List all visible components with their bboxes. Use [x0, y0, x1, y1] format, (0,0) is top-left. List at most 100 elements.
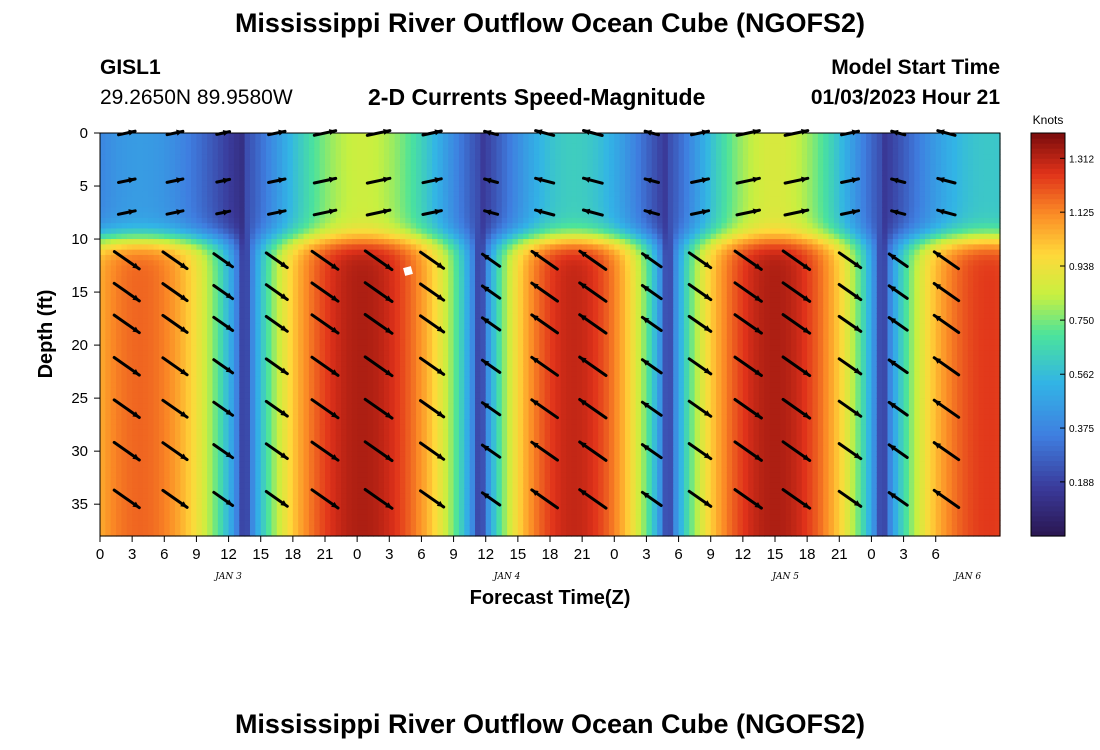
heatmap-cell: [292, 138, 299, 145]
heatmap-cell: [308, 408, 315, 415]
heatmap-cell: [298, 530, 305, 537]
heatmap-cell: [426, 329, 433, 336]
heatmap-cell: [383, 302, 390, 309]
heatmap-cell: [389, 498, 396, 505]
heatmap-cell: [266, 419, 273, 426]
heatmap-cell: [255, 313, 262, 320]
heatmap-cell: [389, 292, 396, 298]
heatmap-cell: [244, 164, 251, 171]
heatmap-cell: [303, 525, 310, 532]
heatmap-cell: [169, 191, 176, 198]
heatmap-cell: [260, 154, 267, 161]
heatmap-cell: [121, 138, 128, 145]
heatmap-cell: [201, 408, 208, 415]
heatmap-cell: [421, 260, 428, 267]
heatmap-cell: [126, 329, 133, 336]
heatmap-cell: [196, 175, 203, 182]
heatmap-cell: [207, 414, 214, 420]
heatmap-cell: [405, 504, 412, 511]
heatmap-cell: [126, 270, 133, 277]
heatmap-cell: [121, 175, 128, 182]
heatmap-cell: [367, 525, 374, 532]
heatmap-cell: [271, 191, 278, 198]
heatmap-cell: [437, 435, 444, 442]
heatmap-cell: [233, 307, 240, 314]
heatmap-cell: [292, 148, 299, 155]
heatmap-cell: [287, 361, 294, 367]
heatmap-cell: [244, 445, 251, 452]
heatmap-cell: [378, 180, 385, 187]
heatmap-cell: [426, 281, 433, 288]
heatmap-cell: [437, 254, 444, 261]
heatmap-cell: [142, 170, 149, 177]
heatmap-cell: [126, 376, 133, 383]
heatmap-cell: [282, 244, 289, 251]
heatmap-cell: [437, 318, 444, 325]
heatmap-cell: [212, 329, 219, 336]
heatmap-cell: [421, 244, 428, 251]
heatmap-cell: [389, 323, 396, 330]
heatmap-cell: [239, 148, 246, 155]
heatmap-cell: [341, 472, 348, 479]
heatmap-cell: [308, 148, 315, 155]
heatmap-cell: [389, 525, 396, 532]
heatmap-cell: [212, 191, 219, 198]
heatmap-cell: [351, 493, 358, 500]
heatmap-cell: [137, 387, 144, 394]
heatmap-cell: [239, 212, 246, 219]
heatmap-cell: [287, 509, 294, 516]
heatmap-cell: [217, 451, 224, 458]
heatmap-cell: [405, 154, 412, 161]
heatmap-cell: [116, 456, 123, 463]
heatmap-cell: [351, 281, 358, 288]
heatmap-cell: [126, 191, 133, 198]
heatmap-cell: [442, 498, 449, 505]
heatmap-cell: [400, 429, 406, 436]
heatmap-cell: [362, 530, 369, 537]
heatmap-cell: [121, 180, 128, 187]
heatmap-cell: [164, 440, 171, 447]
heatmap-cell: [341, 249, 348, 256]
heatmap-cell: [314, 217, 321, 224]
heatmap-cell: [335, 318, 342, 325]
heatmap-cell: [437, 509, 444, 516]
heatmap-cell: [410, 514, 417, 521]
heatmap-cell: [394, 186, 401, 192]
heatmap-cell: [282, 297, 289, 304]
heatmap-cell: [217, 504, 224, 511]
heatmap-cell: [201, 424, 208, 431]
heatmap-cell: [357, 477, 364, 484]
heatmap-cell: [132, 254, 139, 261]
heatmap-cell: [373, 525, 380, 532]
heatmap-cell: [244, 472, 251, 479]
heatmap-cell: [442, 376, 449, 383]
heatmap-cell: [228, 307, 235, 314]
heatmap-cell: [212, 408, 219, 415]
heatmap-cell: [362, 302, 369, 309]
heatmap-cell: [341, 164, 348, 171]
heatmap-cell: [175, 159, 181, 166]
heatmap-cell: [400, 509, 406, 516]
heatmap-cell: [357, 138, 364, 145]
heatmap-cell: [142, 254, 149, 261]
heatmap-cell: [378, 297, 385, 304]
heatmap-cell: [367, 318, 374, 325]
heatmap-cell: [314, 514, 321, 521]
heatmap-cell: [373, 488, 380, 495]
heatmap-cell: [351, 254, 358, 261]
heatmap-cell: [271, 239, 278, 245]
heatmap-cell: [244, 461, 251, 468]
heatmap-cell: [191, 456, 198, 463]
heatmap-cell: [432, 270, 439, 277]
heatmap-cell: [367, 440, 374, 447]
heatmap-cell: [282, 276, 289, 283]
heatmap-cell: [271, 435, 278, 442]
heatmap-cell: [175, 154, 181, 161]
heatmap-cell: [442, 456, 449, 463]
heatmap-cell: [303, 403, 310, 410]
heatmap-cell: [298, 228, 305, 235]
heatmap-cell: [319, 329, 326, 336]
heatmap-cell: [357, 424, 364, 431]
heatmap-cell: [330, 233, 337, 240]
heatmap-cell: [325, 286, 331, 293]
